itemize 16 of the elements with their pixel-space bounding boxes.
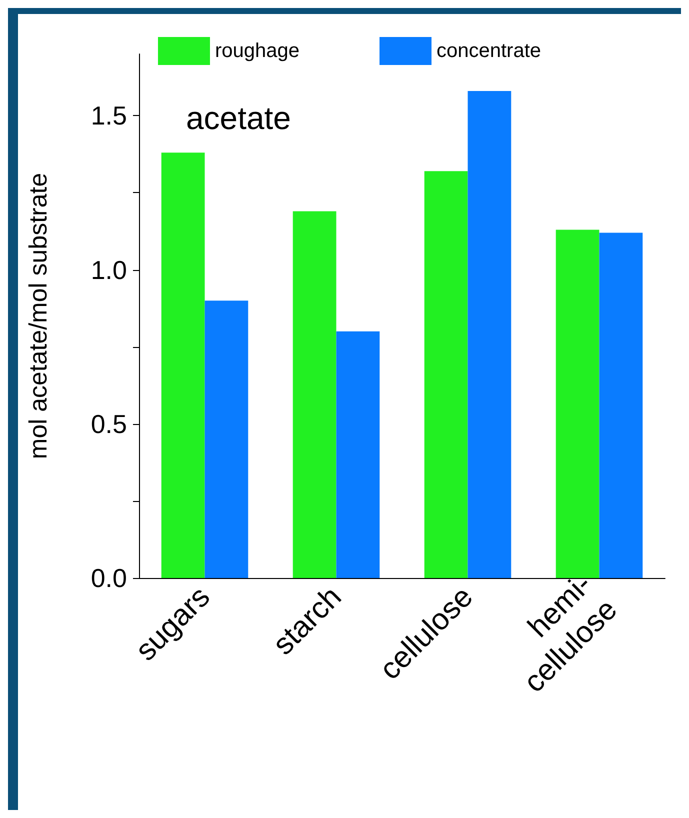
bar [336, 331, 380, 578]
bar [556, 230, 600, 578]
y-axis-title: mol acetate/mol substrate [24, 172, 52, 460]
legend-label: concentrate [436, 40, 542, 62]
bar [468, 90, 512, 578]
y-tick-label: 0.5 [90, 408, 127, 439]
y-tick-label: 1.0 [90, 254, 127, 285]
bar [204, 300, 248, 578]
bar [424, 171, 468, 578]
annotation: acetate [186, 100, 291, 136]
bar [292, 211, 336, 578]
y-tick-label: 1.5 [90, 100, 127, 131]
bar [599, 232, 643, 578]
bar [161, 152, 205, 578]
y-tick-label: 0.0 [90, 563, 127, 593]
legend-label: roughage [214, 40, 300, 62]
